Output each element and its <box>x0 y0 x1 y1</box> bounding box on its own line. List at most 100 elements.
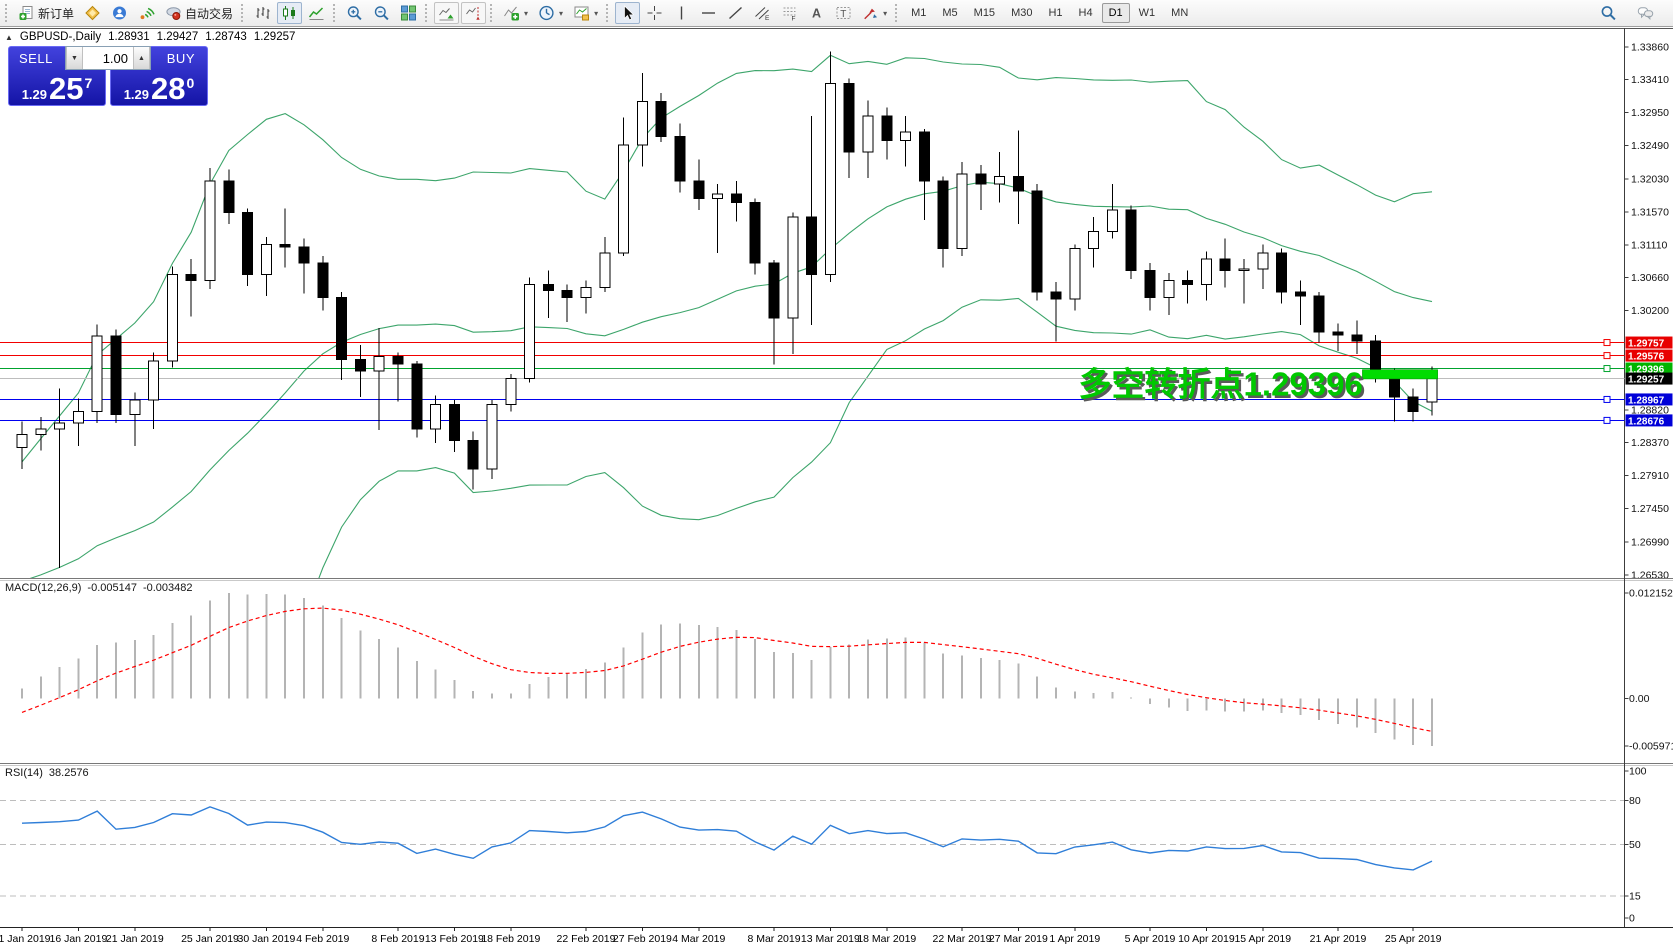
channel-icon: E <box>754 5 771 21</box>
svg-text:T: T <box>840 9 846 20</box>
price-chart-pane[interactable]: 1.33860 1.33410 1.32950 1.32490 1.32030 1.315… <box>0 28 1673 578</box>
highlight-rectangle-object[interactable] <box>1362 369 1438 380</box>
svg-text:18 Feb 2019: 18 Feb 2019 <box>481 933 540 945</box>
tile-windows-button[interactable] <box>396 2 421 24</box>
sell-price-prefix: 1.29 <box>21 87 48 102</box>
text-label-button[interactable]: T <box>831 2 856 24</box>
templates-button[interactable]: ▾ <box>569 2 602 24</box>
svg-text:1.32490: 1.32490 <box>1631 140 1669 152</box>
vertical-line-button[interactable] <box>669 2 694 24</box>
svg-text:1.30660: 1.30660 <box>1631 272 1669 284</box>
line-chart-button[interactable] <box>304 2 329 24</box>
macd-axis[interactable]: 0.012152 0.00 -0.005971 <box>1624 578 1673 763</box>
timeframe-m30-button[interactable]: M30 <box>1004 3 1039 23</box>
periods-icon <box>538 5 555 21</box>
buy-price-prefix: 1.29 <box>123 87 150 102</box>
cursor-button[interactable] <box>615 2 641 24</box>
chart-shift-button[interactable] <box>461 2 487 24</box>
hline-anchor-marker[interactable] <box>1603 365 1611 373</box>
timeframe-h1-button[interactable]: H1 <box>1041 3 1069 23</box>
svg-text:1.30200: 1.30200 <box>1631 305 1669 317</box>
volume-increase-button[interactable]: ▲ <box>133 47 150 69</box>
price-axis-label: 1.29576 <box>1625 349 1673 363</box>
sell-button[interactable]: SELL <box>19 51 53 66</box>
rsi-pane[interactable]: 100 80 50 15 0 RSI(14) 38.2576 <box>0 763 1673 927</box>
svg-text:4 Feb 2019: 4 Feb 2019 <box>296 933 349 945</box>
volume-decrease-button[interactable]: ▼ <box>66 47 83 69</box>
hline-anchor-marker[interactable] <box>1603 416 1611 424</box>
search-icon <box>1600 5 1617 21</box>
svg-text:1.28370: 1.28370 <box>1631 437 1669 449</box>
timeframe-m15-button[interactable]: M15 <box>967 3 1002 23</box>
auto-scroll-icon <box>438 5 455 21</box>
hline-anchor-marker[interactable] <box>1603 339 1611 347</box>
tile-windows-icon <box>400 5 417 21</box>
zoom-out-button[interactable] <box>369 2 394 24</box>
volume-input[interactable] <box>83 47 133 69</box>
chat-button[interactable] <box>1633 2 1658 24</box>
crosshair-button[interactable] <box>642 2 667 24</box>
buy-button[interactable]: BUY <box>166 51 195 66</box>
price-chart-canvas[interactable]: 1.33860 1.33410 1.32950 1.32490 1.32030 1.315… <box>0 28 1673 578</box>
annotation-text[interactable]: 多空转折点1.29396 <box>1079 366 1363 403</box>
autotrading-button[interactable]: 自动交易 <box>161 2 237 24</box>
bar-chart-button[interactable] <box>250 2 275 24</box>
auto-scroll-button[interactable] <box>434 2 460 24</box>
rsi-canvas[interactable]: 100 80 50 15 0 <box>0 763 1673 927</box>
collapse-icon[interactable]: ▲ <box>5 32 13 42</box>
fibonacci-button[interactable]: F <box>777 2 802 24</box>
toolbar-drag-handle <box>490 4 495 22</box>
buy-price: 1.29 28 0 <box>111 71 207 106</box>
dropdown-arrow-icon[interactable]: ▾ <box>594 8 599 18</box>
buy-price-main: 28 <box>151 71 186 106</box>
indicators-button[interactable]: ▾ <box>499 2 532 24</box>
dropdown-arrow-icon[interactable]: ▾ <box>524 8 529 18</box>
dropdown-arrow-icon[interactable]: ▾ <box>883 8 888 18</box>
periods-button[interactable]: ▾ <box>534 2 567 24</box>
equidistant-channel-button[interactable]: E <box>750 2 775 24</box>
bar-chart-icon <box>254 5 271 21</box>
timeframe-m1-button[interactable]: M1 <box>904 3 933 23</box>
svg-text:16 Jan 2019: 16 Jan 2019 <box>49 933 107 945</box>
horizontal-line-button[interactable] <box>696 2 721 24</box>
metaeditor-icon <box>84 5 101 21</box>
svg-text:13 Mar 2019: 13 Mar 2019 <box>801 933 860 945</box>
timeframe-mn-button[interactable]: MN <box>1164 3 1195 23</box>
svg-text:A: A <box>812 7 821 21</box>
hline-anchor-marker[interactable] <box>1603 395 1611 403</box>
text-button[interactable]: A <box>804 2 829 24</box>
timeframe-m5-button[interactable]: M5 <box>935 3 964 23</box>
buy-price-pip: 0 <box>186 75 195 91</box>
svg-text:25 Apr 2019: 25 Apr 2019 <box>1385 933 1442 945</box>
timeframe-h4-button[interactable]: H4 <box>1072 3 1100 23</box>
search-button[interactable] <box>1596 2 1621 24</box>
new-order-button[interactable]: 新订单 <box>14 2 78 24</box>
timeframe-d1-button[interactable]: D1 <box>1101 3 1130 23</box>
candlestick-chart-button[interactable] <box>277 2 303 24</box>
trendline-button[interactable] <box>723 2 748 24</box>
svg-text:27 Mar 2019: 27 Mar 2019 <box>989 933 1048 945</box>
timeframe-w1-button[interactable]: W1 <box>1132 3 1163 23</box>
svg-text:18 Mar 2019: 18 Mar 2019 <box>857 933 916 945</box>
dropdown-arrow-icon[interactable]: ▾ <box>559 8 564 18</box>
line-chart-icon <box>308 5 325 21</box>
arrows-button[interactable]: ▾ <box>858 2 891 24</box>
sell-price: 1.29 25 7 <box>9 73 105 104</box>
bollinger-bands <box>21 54 1433 578</box>
zoom-in-button[interactable] <box>342 2 367 24</box>
svg-text:4 Mar 2019: 4 Mar 2019 <box>672 933 725 945</box>
hline-anchor-marker[interactable] <box>1603 352 1611 360</box>
svg-text:1.29576: 1.29576 <box>1628 352 1665 363</box>
macd-pane[interactable]: 0.012152 0.00 -0.005971 MACD(12,26,9) -0.0… <box>0 578 1673 763</box>
sell-panel[interactable]: SELL 1.29 25 7 <box>8 46 106 106</box>
rsi-axis[interactable]: 100 80 50 15 0 <box>1624 763 1647 927</box>
price-axis[interactable]: 1.33860 1.33410 1.32950 1.32490 1.32030 1.315… <box>1624 28 1670 578</box>
metaeditor-button[interactable] <box>80 2 105 24</box>
signals-button[interactable] <box>134 2 159 24</box>
svg-text:1.26530: 1.26530 <box>1631 569 1669 578</box>
macd-canvas[interactable]: 0.012152 0.00 -0.005971 <box>0 578 1673 763</box>
svg-text:8 Mar 2019: 8 Mar 2019 <box>747 933 800 945</box>
community-button[interactable] <box>107 2 132 24</box>
